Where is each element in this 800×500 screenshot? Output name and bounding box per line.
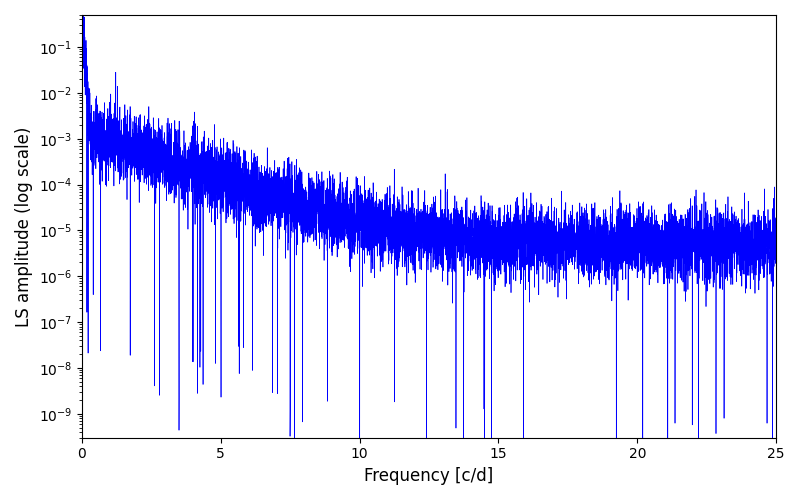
- Y-axis label: LS amplitude (log scale): LS amplitude (log scale): [15, 126, 33, 326]
- X-axis label: Frequency [c/d]: Frequency [c/d]: [364, 467, 494, 485]
